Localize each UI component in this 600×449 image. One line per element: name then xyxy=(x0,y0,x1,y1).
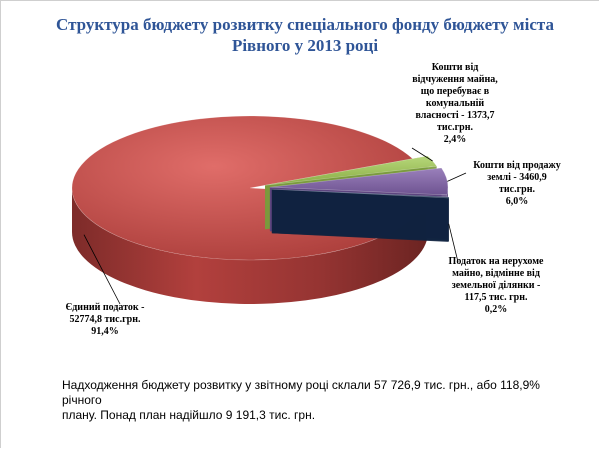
chart-title: Структура бюджету розвитку спеціального … xyxy=(40,14,570,56)
label-purple-line: тис.грн. xyxy=(499,184,535,195)
slice-property-sale-leader-line xyxy=(411,147,433,162)
summary-note-line2: плану. Понад план надійшло 9 191,3 тис. … xyxy=(62,408,316,422)
label-slice-purple: Кошти від продажу землі - 3460,9 тис.грн… xyxy=(459,160,575,208)
label-navy-line: земельної ділянки - xyxy=(451,280,541,291)
label-purple-line: 6,0% xyxy=(505,196,529,207)
slice-single-tax-side xyxy=(72,188,427,304)
label-green-line: комунальній xyxy=(425,98,485,109)
chart-title-line1: Структура бюджету розвитку спеціального … xyxy=(56,15,554,34)
label-slice-red: Єдиний податок - 52774,8 тис.грн. 91,4% xyxy=(40,302,170,338)
slice-land-sale-top xyxy=(269,167,449,196)
label-purple-line: Кошти від продажу xyxy=(473,160,561,171)
label-navy-line: майно, відмінне від xyxy=(452,268,540,279)
summary-note: Надходження бюджету розвитку у звітному … xyxy=(62,378,582,423)
slice-real-estate-tax-cut xyxy=(271,189,449,242)
label-green-line: відчуження майна, xyxy=(412,74,498,85)
label-red-line: Єдиний податок - xyxy=(65,302,145,313)
label-slice-navy: Податок на нерухоме майно, відмінне від … xyxy=(434,256,558,316)
label-green-line: що перебуває в xyxy=(420,86,490,97)
label-purple-line: землі - 3460,9 xyxy=(487,172,547,183)
slice-single-tax-leader-line xyxy=(83,234,121,305)
label-green-line: тис.грн. xyxy=(437,122,473,133)
label-navy-line: 0,2% xyxy=(484,304,508,315)
label-red-line: 52774,8 тис.грн. xyxy=(69,314,141,325)
slice-land-sale-leader-line xyxy=(447,172,467,182)
label-slice-green: Кошти від відчуження майна, що перебуває… xyxy=(402,62,508,146)
summary-note-line1: Надходження бюджету розвитку у звітному … xyxy=(62,378,540,407)
label-green-line: 2,4% xyxy=(443,134,467,145)
label-navy-line: Податок на нерухоме xyxy=(448,256,544,267)
label-red-line: 91,4% xyxy=(91,326,119,337)
label-navy-line: 117,5 тис. грн. xyxy=(464,292,528,303)
label-green-line: Кошти від xyxy=(431,62,479,73)
slice-real-estate-tax-top xyxy=(271,188,450,199)
chart-title-line2: Рівного у 2013 році xyxy=(231,36,379,55)
label-green-line: власності - 1373,7 xyxy=(415,110,495,121)
slice-real-estate-tax-leader-line xyxy=(448,223,459,263)
slice-real-estate-tax xyxy=(271,188,450,242)
